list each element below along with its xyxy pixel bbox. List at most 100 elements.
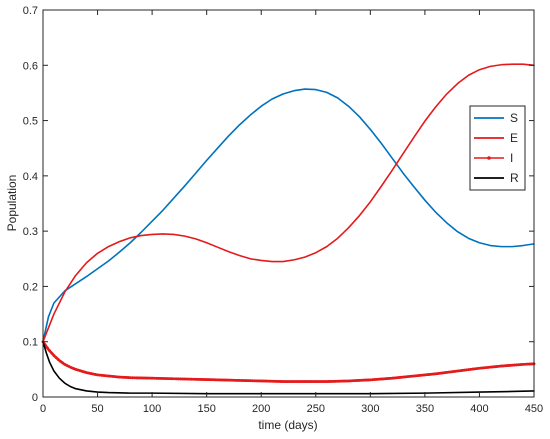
series-i-marker bbox=[242, 379, 246, 382]
series-i-marker bbox=[157, 376, 161, 380]
series-i-marker bbox=[244, 379, 248, 382]
series-i-marker bbox=[209, 378, 213, 382]
series-i-marker bbox=[255, 379, 259, 383]
series-i-marker bbox=[386, 377, 390, 380]
series-i-marker bbox=[198, 378, 202, 381]
series-i-marker bbox=[227, 378, 230, 382]
series-i-marker bbox=[174, 377, 178, 381]
series-i-marker bbox=[176, 377, 180, 381]
series-i-marker bbox=[421, 373, 425, 377]
series-i-marker bbox=[220, 378, 224, 382]
series-i-marker bbox=[528, 362, 532, 366]
series-i-marker bbox=[172, 377, 176, 381]
series-i-marker bbox=[430, 372, 433, 376]
series-i-marker bbox=[475, 367, 479, 370]
series-i-marker bbox=[270, 379, 274, 383]
series-i-marker bbox=[102, 374, 106, 377]
series-i-marker bbox=[152, 376, 156, 380]
series-i-marker bbox=[281, 380, 285, 383]
series-i-marker bbox=[122, 375, 126, 379]
series-i-marker bbox=[80, 369, 84, 373]
series-i-marker bbox=[436, 372, 440, 375]
series-i-marker bbox=[373, 378, 377, 381]
series-i-marker bbox=[253, 379, 257, 383]
series-i-marker bbox=[331, 379, 335, 383]
x-tick-label: 450 bbox=[525, 403, 543, 415]
series-i-marker bbox=[395, 376, 398, 380]
series-i-marker bbox=[366, 378, 370, 382]
series-i-marker bbox=[165, 377, 169, 380]
series-i-marker bbox=[449, 370, 453, 374]
series-i-marker bbox=[305, 380, 309, 383]
x-tick-label: 100 bbox=[143, 403, 161, 415]
series-i-marker bbox=[364, 378, 368, 382]
series-i-marker bbox=[464, 368, 468, 372]
series-i-marker bbox=[161, 377, 165, 380]
series-i-marker bbox=[310, 380, 313, 383]
series-i-marker bbox=[399, 375, 403, 379]
series-i-marker bbox=[203, 378, 206, 381]
series-i-marker bbox=[473, 367, 477, 371]
series-i-marker bbox=[521, 362, 525, 366]
series-i-marker bbox=[214, 378, 217, 382]
series-i-marker bbox=[52, 354, 56, 357]
series-i-marker bbox=[139, 376, 143, 380]
series-i-marker bbox=[104, 374, 108, 378]
series-i-marker bbox=[526, 362, 529, 366]
series-i-marker bbox=[65, 364, 69, 367]
series-i-marker bbox=[159, 377, 163, 380]
series-i-marker bbox=[231, 378, 235, 382]
series-i-marker bbox=[434, 372, 438, 376]
series-i-marker bbox=[98, 373, 102, 377]
series-i-marker bbox=[50, 351, 54, 355]
series-i-marker bbox=[392, 376, 396, 380]
legend-label-e: E bbox=[510, 131, 518, 145]
series-i-marker bbox=[303, 380, 307, 383]
series-i-marker bbox=[286, 380, 289, 383]
x-tick-label: 300 bbox=[361, 403, 379, 415]
series-i-marker bbox=[268, 379, 272, 383]
series-i-marker bbox=[440, 371, 444, 375]
series-s bbox=[42, 88, 535, 343]
series-i-marker bbox=[482, 366, 486, 370]
series-i-marker bbox=[412, 374, 416, 378]
series-i-marker bbox=[454, 369, 457, 373]
x-tick-label: 150 bbox=[197, 403, 215, 415]
series-i-marker bbox=[340, 379, 344, 383]
series-i-marker bbox=[111, 375, 115, 378]
series-i-marker bbox=[279, 380, 283, 383]
series-i-marker bbox=[471, 367, 475, 371]
series-i-marker bbox=[410, 374, 414, 378]
legend-label-s: S bbox=[510, 111, 518, 125]
series-i-marker bbox=[358, 379, 361, 382]
series-i-marker bbox=[530, 362, 534, 366]
series-i-marker bbox=[515, 363, 518, 367]
y-axis-label: Population bbox=[5, 175, 19, 232]
series-i-marker bbox=[194, 377, 198, 381]
series-i-marker bbox=[109, 374, 113, 378]
legend-label-r: R bbox=[510, 171, 519, 185]
series-i-marker bbox=[312, 380, 315, 383]
series-i-marker bbox=[368, 378, 372, 382]
y-tick-label: 0 bbox=[32, 392, 38, 404]
y-tick-label: 0.4 bbox=[23, 171, 38, 183]
series-i-marker bbox=[379, 377, 383, 381]
series-layer bbox=[41, 63, 536, 395]
series-i-marker bbox=[183, 377, 187, 381]
series-i-marker bbox=[397, 376, 401, 379]
series-i-marker bbox=[414, 374, 418, 378]
series-i-marker bbox=[419, 373, 422, 377]
series-i-marker bbox=[497, 364, 501, 368]
series-e bbox=[42, 63, 535, 343]
series-i-marker bbox=[45, 346, 49, 350]
series-r-line bbox=[42, 340, 535, 395]
series-i-marker bbox=[48, 349, 51, 353]
series-i-marker bbox=[233, 378, 237, 382]
series-i-marker bbox=[351, 379, 355, 383]
series-i-marker bbox=[72, 367, 75, 370]
series-i-marker bbox=[133, 376, 137, 380]
series-i-marker bbox=[87, 371, 91, 375]
series-i-marker bbox=[113, 375, 117, 379]
series-i-marker bbox=[416, 374, 420, 377]
